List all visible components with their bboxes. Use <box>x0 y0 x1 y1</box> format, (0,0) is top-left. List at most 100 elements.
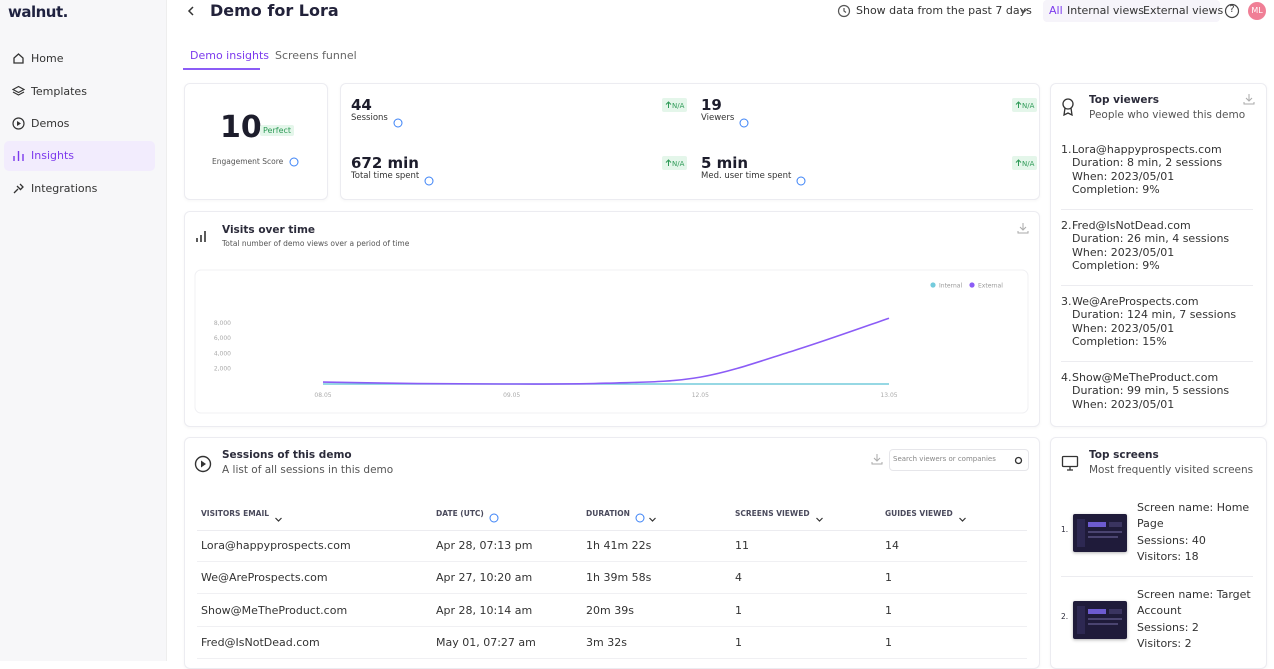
viewer-detail: When: 2023/05/01 <box>1072 397 1175 411</box>
table-cell: 4 <box>735 571 742 585</box>
nav-icon <box>12 117 25 130</box>
info-icon-svg <box>424 176 434 186</box>
table-cell: 11 <box>735 539 749 552</box>
column-header[interactable]: VISITORS EMAIL <box>201 509 270 518</box>
change-badge: N/A <box>662 98 688 112</box>
rank: 1. <box>1061 143 1072 156</box>
viewer-email: Show@MeTheProduct.com <box>1072 371 1219 384</box>
table-cell: 1 <box>735 603 742 617</box>
view-filter-box <box>1043 0 1220 22</box>
help-icon[interactable] <box>1224 3 1240 19</box>
view-filter[interactable]: External views <box>1143 4 1224 17</box>
tab-underline <box>183 68 260 70</box>
sort-icon-svg <box>275 517 282 522</box>
sidebar: walnut. Home Templates Demos Insights Integr… <box>0 0 167 661</box>
table-cell: 1 <box>885 571 892 585</box>
column-header[interactable]: SCREENS VIEWED <box>735 509 810 518</box>
chart-icon <box>196 231 206 242</box>
table-cell: 14 <box>885 539 899 552</box>
nav-label: Home <box>31 52 64 65</box>
thumbnail-art <box>1077 606 1122 634</box>
screen-detail: Visitors: 18 <box>1137 550 1199 563</box>
nav-item[interactable]: Demos <box>4 109 155 139</box>
change-text: N/A <box>1022 160 1035 168</box>
thumbnail-art <box>1077 519 1122 547</box>
viewer-detail: Completion: 9% <box>1072 258 1160 272</box>
table-cell: 1h 41m 22s <box>586 539 652 552</box>
search-input[interactable]: Search viewers or companies <box>889 449 1029 471</box>
info-icon <box>489 508 499 527</box>
divider <box>197 561 1027 562</box>
screens-subtitle: Most frequently visited screens <box>1089 464 1254 476</box>
nav-item[interactable]: Integrations <box>4 174 155 204</box>
tab[interactable]: Screens funnel <box>275 49 357 62</box>
download-icon[interactable] <box>871 453 883 465</box>
view-filter[interactable]: All <box>1049 4 1063 17</box>
viewer-detail: Duration: 26 min, 4 sessions <box>1072 232 1230 246</box>
arrow-up-icon <box>1015 101 1022 111</box>
rank: 1. <box>1061 525 1069 534</box>
monitor-icon <box>1061 455 1079 471</box>
change-badge: N/A <box>662 156 688 170</box>
screen-detail: Sessions: 2 <box>1137 620 1199 634</box>
arrow-up-icon-svg <box>1015 159 1022 166</box>
nav-item[interactable]: Insights <box>4 141 155 171</box>
arrow-up-icon-svg <box>665 159 672 166</box>
column-header[interactable]: DATE (UTC) <box>436 509 484 518</box>
award-icon <box>1062 98 1074 116</box>
sort-icon <box>648 509 657 528</box>
download-icon[interactable] <box>1243 93 1255 105</box>
table-cell: Lora@happyprospects.com <box>201 539 351 552</box>
tab-active[interactable]: Demo insights <box>190 49 269 62</box>
divider <box>197 657 1027 659</box>
info-icon <box>796 171 806 190</box>
rank: 3. <box>1061 295 1072 308</box>
sort-icon <box>958 509 967 528</box>
info-icon-svg <box>489 513 499 523</box>
column-header[interactable]: DURATION <box>586 509 630 518</box>
change-text: N/A <box>1022 102 1035 110</box>
score-badge: Perfect <box>260 125 295 136</box>
nav-icon <box>13 183 24 194</box>
info-icon-svg <box>393 118 403 128</box>
stats-card: 44 Sessions N/A 19 Viewers N/A 672 min Total ti… <box>340 83 1040 200</box>
stat-label: Sessions <box>351 113 388 123</box>
page-title: Demo for Lora <box>210 1 339 20</box>
download-icon[interactable] <box>1017 222 1029 234</box>
table-cell: May 01, 07:27 am <box>436 635 536 649</box>
avatar[interactable]: ML <box>1248 2 1266 20</box>
nav-item[interactable]: Home <box>4 44 155 74</box>
nav-icon <box>13 151 24 161</box>
column-header[interactable]: GUIDES VIEWED <box>885 509 953 518</box>
table-cell: Apr 28, 07:13 pm <box>436 539 533 552</box>
info-icon <box>424 171 434 190</box>
info-icon <box>739 113 749 132</box>
viewer-detail: Completion: 9% <box>1072 182 1160 196</box>
viewer-detail: When: 2023/05/01 <box>1072 245 1175 259</box>
sessions-title: Sessions of this demo <box>222 449 352 461</box>
search-icon <box>1014 456 1023 465</box>
viewer-detail: Duration: 8 min, 2 sessions <box>1072 156 1223 170</box>
divider <box>1061 576 1253 577</box>
stat-value: 5 min <box>701 154 749 172</box>
top-screens-card: Top screens Most frequently visited scre… <box>1050 437 1267 669</box>
table-cell: 1h 39m 58s <box>586 571 652 585</box>
nav-item[interactable]: Templates <box>4 77 155 107</box>
viewer-email: We@AreProspects.com <box>1072 295 1199 308</box>
chart-title: Visits over time <box>222 224 316 236</box>
screen-detail: Screen name: Home Page <box>1137 501 1250 530</box>
rank: 2. <box>1061 612 1069 621</box>
date-filter[interactable]: Show data from the past 7 days <box>856 4 1032 17</box>
table-cell: 1 <box>885 635 892 649</box>
change-badge: N/A <box>1012 156 1038 170</box>
table-cell: Fred@IsNotDead.com <box>201 635 320 649</box>
viewer-detail: Duration: 99 min, 5 sessions <box>1072 384 1230 398</box>
sort-icon <box>274 509 283 528</box>
sort-icon-svg <box>649 517 656 522</box>
screen-thumbnail <box>1073 601 1127 639</box>
view-filter[interactable]: Internal views <box>1067 4 1144 17</box>
table-cell: Apr 27, 10:20 am <box>436 571 533 585</box>
back-icon[interactable] <box>184 4 198 18</box>
table-cell: 1 <box>885 603 892 617</box>
